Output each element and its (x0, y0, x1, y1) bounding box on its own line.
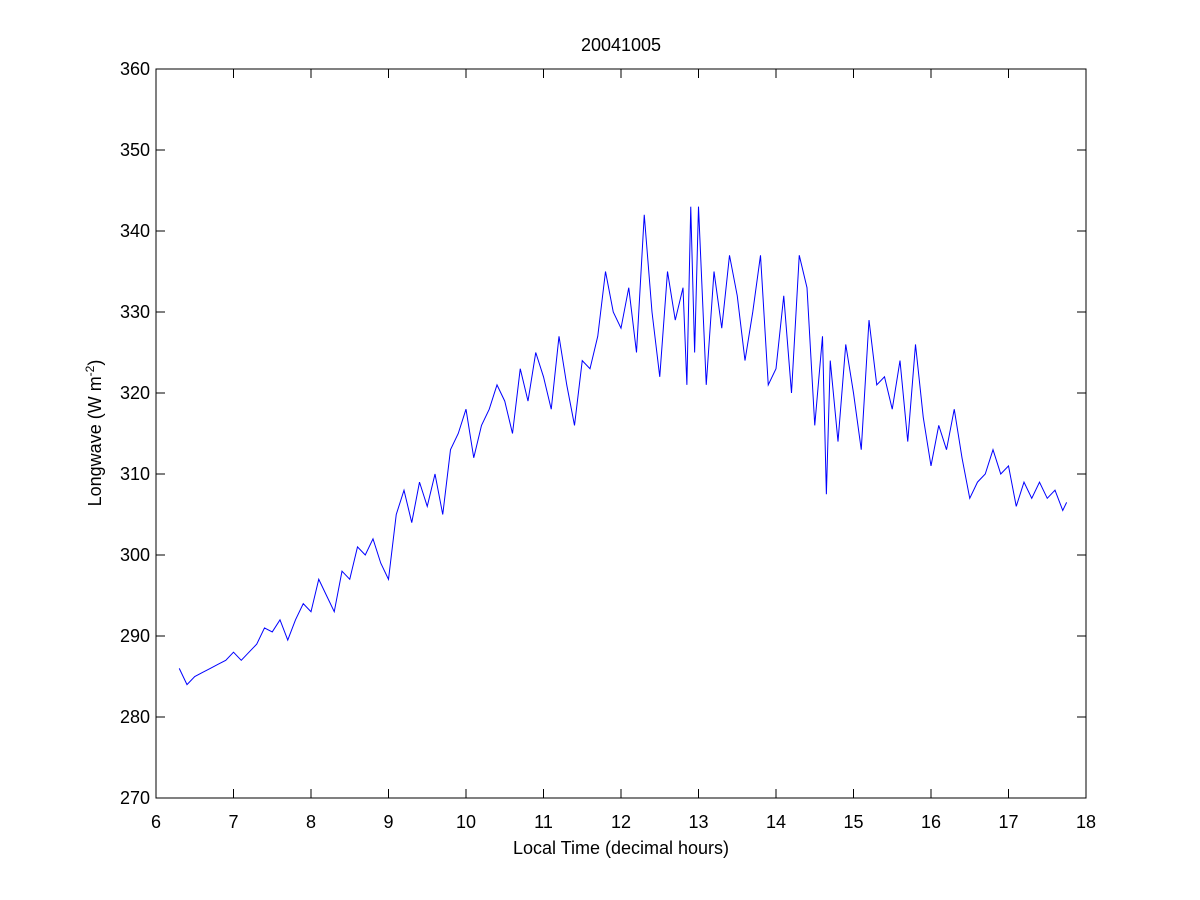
y-axis-label: Longwave (W m-2) (83, 360, 105, 507)
y-tick-label: 350 (120, 140, 150, 160)
y-tick-label: 300 (120, 545, 150, 565)
data-line (178, 206, 1068, 686)
x-tick-label: 17 (998, 812, 1018, 832)
y-label-suffix: ) (85, 360, 105, 366)
y-label-superscript: -2 (83, 365, 97, 376)
x-tick-label: 15 (843, 812, 863, 832)
x-tick-label: 13 (688, 812, 708, 832)
x-tick-label: 12 (611, 812, 631, 832)
x-tick-label: 11 (534, 812, 553, 832)
y-tick-label: 320 (120, 383, 150, 403)
x-tick-label: 16 (921, 812, 941, 832)
x-tick-label: 9 (383, 812, 393, 832)
y-tick-label: 330 (120, 302, 150, 322)
x-tick-label: 8 (306, 812, 316, 832)
x-tick-label: 6 (151, 812, 161, 832)
x-tick-label: 14 (766, 812, 786, 832)
y-tick-label: 290 (120, 626, 150, 646)
y-tick-label: 340 (120, 221, 150, 241)
y-label-text: Longwave (W m (85, 376, 105, 506)
x-tick-label: 7 (228, 812, 238, 832)
x-axis-label: Local Time (decimal hours) (513, 838, 729, 858)
y-tick-label: 280 (120, 707, 150, 727)
chart-title: 20041005 (581, 35, 661, 55)
y-tick-label: 360 (120, 59, 150, 79)
y-tick-label: 270 (120, 788, 150, 808)
y-tick-label: 310 (120, 464, 150, 484)
x-tick-label: 18 (1076, 812, 1096, 832)
x-tick-label: 10 (456, 812, 476, 832)
